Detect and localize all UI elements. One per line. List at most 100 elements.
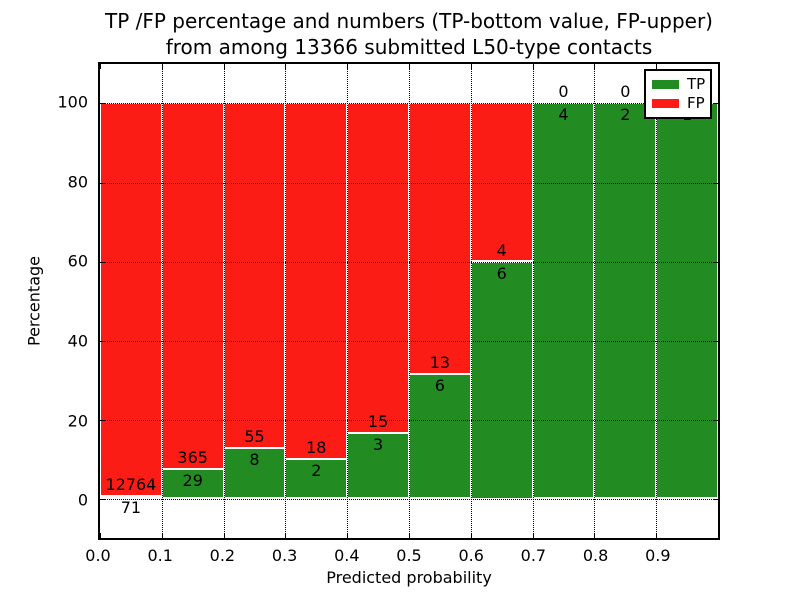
y-tick-left: [100, 498, 105, 500]
x-tick-top: [409, 64, 410, 69]
bar-bin-0.4-0.5: [347, 64, 409, 538]
tp-count-label: 6: [434, 375, 445, 395]
fp-count-label: 4: [496, 240, 507, 260]
v-gridline-0.8: [594, 64, 596, 538]
y-tick-right: [713, 419, 718, 421]
tp-count-label: 6: [496, 263, 507, 283]
fp-count-label: 0: [620, 82, 631, 102]
x-tick-label-0.3: 0.3: [271, 546, 298, 565]
legend: TP FP: [644, 69, 712, 119]
bar-segment-fp: [285, 103, 348, 459]
y-axis-label: Percentage: [24, 255, 44, 347]
y-tick-label-20: 20: [67, 411, 88, 430]
bar-bin-0.1-0.2: [161, 64, 224, 538]
x-tick-label-0.0: 0.0: [85, 546, 111, 565]
fp-count-label: 18: [306, 438, 327, 457]
v-gridline-0.4: [347, 64, 349, 538]
bar-bin-0.3-0.4: [285, 64, 348, 538]
bar-segment-fp: [223, 103, 286, 449]
x-tick-label-0.9: 0.9: [645, 546, 671, 565]
fp-count-label: 365: [177, 448, 208, 468]
x-tick-top: [161, 64, 163, 69]
legend-label-fp: FP: [687, 94, 705, 112]
x-tick-top: [594, 64, 596, 69]
x-tick-bottom: [532, 533, 534, 538]
bar-segment-tp: [594, 103, 657, 499]
x-tick-top: [718, 64, 719, 69]
x-tick-top: [100, 64, 101, 69]
fp-count-label: 0: [558, 82, 569, 102]
x-tick-bottom: [409, 533, 410, 538]
x-tick-top: [285, 64, 287, 69]
x-tick-top: [656, 64, 658, 69]
v-gridline-0.1: [161, 64, 163, 538]
x-tick-bottom: [347, 533, 349, 538]
legend-item-tp: TP: [652, 75, 706, 94]
tp-count-label: 8: [249, 450, 260, 470]
tp-count-label: 71: [120, 498, 142, 518]
bar-bin-0.0-0.1: [100, 64, 162, 538]
fp-count-label: 55: [244, 427, 265, 447]
chart-title: TP /FP percentage and numbers (TP-bottom…: [98, 8, 720, 60]
bar-segment-fp: [347, 103, 409, 433]
x-tick-bottom: [718, 533, 719, 538]
fp-count-label: 15: [367, 411, 389, 431]
bar-bin-0.5-0.6: [409, 64, 471, 538]
y-tick-label-0: 0: [77, 490, 88, 510]
bar-bin-0.7-0.8: [532, 64, 595, 538]
tp-count-label: 3: [373, 434, 384, 454]
y-tick-label-80: 80: [67, 172, 88, 191]
x-tick-label-0.1: 0.1: [147, 546, 173, 565]
tp-count-label: 4: [558, 105, 569, 125]
v-gridline-0.9: [656, 64, 658, 538]
y-tick-right: [713, 103, 718, 105]
x-tick-bottom: [161, 533, 163, 538]
bar-segment-tp: [532, 103, 595, 499]
y-tick-right: [713, 182, 718, 184]
bar-segment-tp: [100, 496, 162, 499]
y-tick-label-60: 60: [67, 251, 88, 271]
x-tick-top: [347, 64, 349, 69]
v-gridline-0.3: [285, 64, 287, 538]
bar-segment-tp: [347, 432, 409, 499]
plot-area: 12764713652955818215313646040201 TP FP: [98, 62, 720, 540]
y-tick-label-40: 40: [67, 331, 88, 351]
legend-item-fp: FP: [652, 94, 705, 113]
bar-segment-tp: [223, 448, 286, 499]
y-tick-left: [100, 419, 105, 421]
y-tick-label-100: 100: [57, 92, 88, 112]
bar-segment-fp: [100, 103, 162, 497]
fp-swatch-icon: [652, 99, 679, 108]
tp-count-label: 2: [620, 105, 631, 125]
chart-title-line2: from among 13366 submitted L50-type cont…: [165, 35, 653, 59]
y-tick-right: [713, 340, 718, 342]
x-tick-label-0.2: 0.2: [209, 546, 236, 565]
bar-segment-tp: [656, 103, 718, 499]
y-tick-left: [100, 261, 105, 263]
bar-segment-fp: [470, 103, 533, 262]
v-gridline-0.6: [470, 64, 472, 538]
x-tick-label-0.5: 0.5: [396, 546, 422, 565]
x-tick-bottom: [594, 533, 596, 538]
bar-bin-0.9-1.0: [656, 64, 718, 538]
x-tick-bottom: [470, 533, 472, 538]
legend-label-tp: TP: [687, 75, 706, 93]
x-tick-bottom: [285, 533, 287, 538]
bar-segment-tp: [285, 459, 348, 499]
x-tick-top: [532, 64, 534, 69]
bar-bin-0.8-0.9: [594, 64, 657, 538]
bar-segment-fp: [409, 103, 471, 374]
bar-segment-tp: [470, 261, 533, 499]
x-tick-bottom: [100, 533, 101, 538]
x-tick-top: [470, 64, 472, 69]
chart-title-line1: TP /FP percentage and numbers (TP-bottom…: [105, 9, 713, 33]
fp-count-label: 13: [429, 352, 451, 372]
x-tick-label-0.6: 0.6: [458, 546, 484, 565]
x-axis-label: Predicted probability: [326, 568, 492, 587]
bar-bin-0.6-0.7: [470, 64, 533, 538]
tp-count-label: 29: [182, 471, 203, 491]
x-tick-label-0.4: 0.4: [334, 546, 360, 565]
y-tick-left: [100, 182, 105, 184]
v-gridline-0.2: [223, 64, 225, 538]
